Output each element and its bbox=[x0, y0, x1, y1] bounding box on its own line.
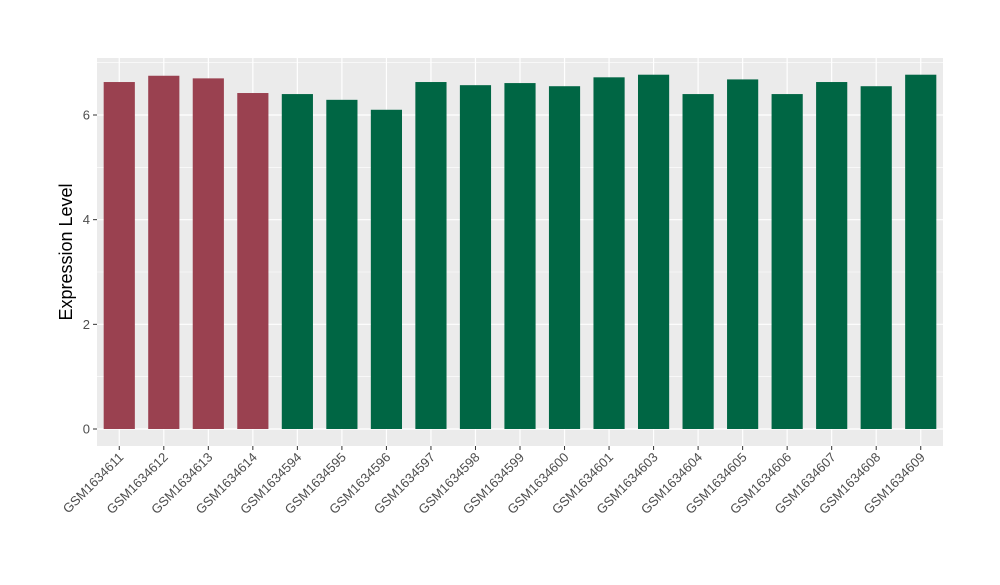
bar-GSM1634611 bbox=[103, 82, 135, 429]
bar-GSM1634599 bbox=[504, 83, 536, 430]
bar-GSM1634598 bbox=[459, 85, 492, 430]
y-tick-label: 0 bbox=[83, 422, 90, 437]
bar-GSM1634605 bbox=[727, 79, 759, 429]
y-tick-label: 2 bbox=[83, 317, 90, 332]
bar-GSM1634608 bbox=[860, 86, 892, 429]
y-axis-title: Expression Level bbox=[56, 183, 76, 320]
bar-GSM1634600 bbox=[548, 86, 581, 429]
bar-GSM1634594 bbox=[281, 94, 313, 430]
y-tick-label: 6 bbox=[83, 108, 90, 123]
bar-GSM1634603 bbox=[637, 74, 670, 429]
bar-GSM1634606 bbox=[771, 94, 803, 430]
bar-GSM1634596 bbox=[370, 109, 403, 430]
bar-GSM1634614 bbox=[237, 93, 269, 430]
bar-GSM1634609 bbox=[905, 74, 937, 429]
bar-GSM1634612 bbox=[148, 75, 180, 429]
bar-GSM1634607 bbox=[816, 82, 848, 429]
bars bbox=[103, 74, 937, 430]
bar-GSM1634595 bbox=[326, 99, 358, 429]
y-tick-label: 4 bbox=[83, 212, 90, 227]
bar-GSM1634604 bbox=[682, 94, 714, 430]
bar-GSM1634601 bbox=[593, 77, 625, 429]
bar-GSM1634597 bbox=[415, 82, 447, 429]
bar-GSM1634613 bbox=[192, 78, 224, 429]
